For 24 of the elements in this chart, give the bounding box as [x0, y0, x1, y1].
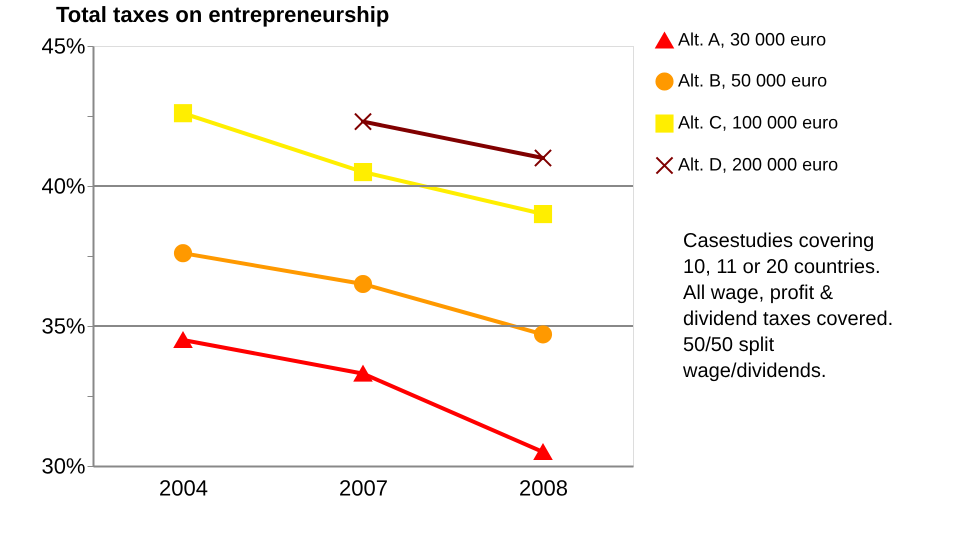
y-tick-label: 30%	[41, 454, 86, 478]
point	[354, 274, 372, 294]
legend-label: Alt. D, 200 000 euro	[678, 154, 838, 174]
x-tick-label: 2004	[159, 476, 208, 500]
y-tick-label: 35%	[41, 314, 86, 338]
chart-title: Total taxes on entrepreneurship	[56, 2, 390, 27]
y-tick-label: 45%	[41, 34, 86, 58]
legend-label: Alt. A, 30 000 euro	[678, 30, 826, 50]
point	[354, 162, 372, 182]
point	[174, 332, 192, 348]
y-tick-label: 40%	[41, 174, 86, 198]
point	[534, 204, 552, 224]
x-tick-label: 2008	[519, 476, 568, 500]
legend-label: Alt. C, 100 000 euro	[678, 112, 838, 132]
point	[174, 104, 192, 122]
point	[174, 244, 192, 262]
point	[534, 148, 552, 168]
point	[534, 325, 552, 344]
point	[534, 444, 552, 460]
legend-label: Alt. B, 50 000 euro	[678, 70, 828, 90]
point	[354, 366, 372, 382]
point	[354, 112, 372, 131]
text: Casestudies covering 10, 11 or 20 countries. All wage, profit & dividend taxes covered. 50/50 split wage/dividends.	[682, 230, 894, 382]
x-tick-label: 2007	[339, 476, 388, 500]
